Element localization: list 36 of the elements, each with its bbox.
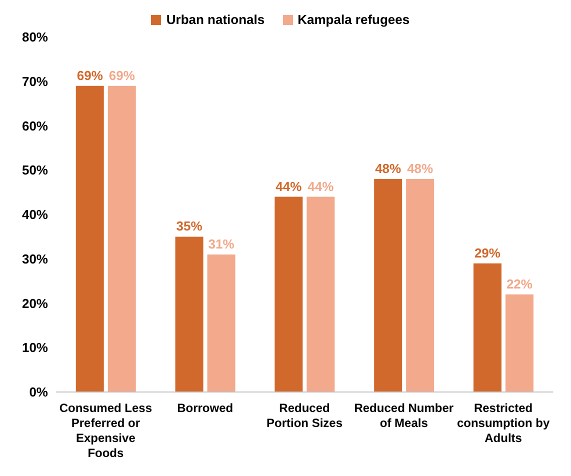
- bar: [175, 236, 204, 392]
- bar: [505, 294, 534, 392]
- bar: [108, 86, 136, 392]
- y-tick-label: 80%: [22, 30, 48, 45]
- x-tick-label: Borrowed: [177, 401, 234, 415]
- y-tick-label: 70%: [22, 74, 48, 89]
- bar: [374, 179, 402, 392]
- data-label: 48%: [375, 161, 402, 176]
- x-tick-label: Restricted consumption by Adults: [456, 401, 550, 445]
- bar: [207, 254, 236, 392]
- bar: [473, 263, 502, 392]
- data-label: 44%: [276, 178, 302, 194]
- legend-label: Urban nationals: [166, 12, 265, 27]
- bar: [76, 86, 104, 392]
- bar: [406, 179, 434, 392]
- y-tick-label: 0%: [29, 384, 48, 400]
- x-tick-label: Reduced Number of Meals: [354, 401, 454, 430]
- y-tick-label: 60%: [22, 118, 48, 134]
- bar: [306, 196, 335, 392]
- y-tick-label: 10%: [22, 340, 48, 356]
- y-tick-label: 40%: [22, 207, 48, 222]
- data-label: 48%: [407, 161, 434, 176]
- data-label: 44%: [308, 178, 334, 194]
- x-tick-label: Consumed Less Preferred or Expensive Foods: [59, 401, 152, 460]
- data-label: 31%: [208, 236, 235, 252]
- data-label: 69%: [108, 68, 136, 83]
- data-label: 22%: [506, 276, 533, 292]
- data-label: 29%: [474, 245, 501, 260]
- legend-label: Kampala refugees: [298, 12, 410, 27]
- y-tick-label: 30%: [22, 251, 48, 266]
- y-tick-label: 20%: [22, 296, 48, 311]
- data-label: 69%: [76, 68, 104, 83]
- x-tick-label: Reduced Portion Sizes: [266, 401, 343, 430]
- y-tick-label: 50%: [22, 162, 48, 178]
- data-label: 35%: [176, 218, 203, 234]
- bar: [274, 196, 303, 392]
